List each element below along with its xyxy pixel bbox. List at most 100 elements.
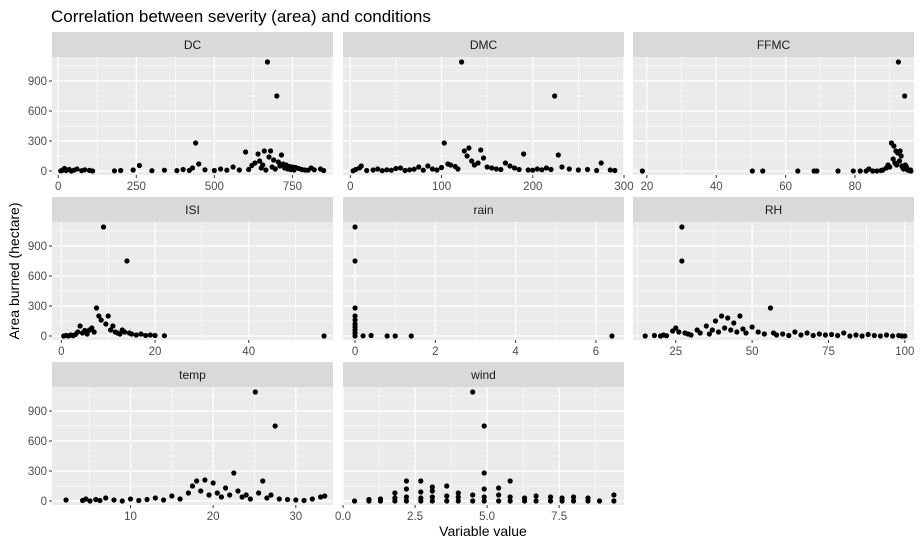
data-point	[767, 305, 774, 311]
x-tick-label: 7.5	[551, 511, 567, 523]
data-point	[352, 317, 358, 323]
data-point	[866, 166, 872, 172]
data-point	[828, 331, 835, 338]
x-tick-label: 20	[207, 511, 220, 523]
data-point	[459, 59, 465, 65]
data-point	[98, 317, 104, 323]
data-point	[384, 167, 390, 173]
data-point	[174, 168, 180, 174]
data-point	[388, 167, 394, 173]
x-axis-title: Variable value	[439, 523, 527, 539]
data-point	[136, 162, 143, 169]
strip-ffmc	[633, 32, 914, 57]
data-point	[392, 333, 398, 339]
y-axis-title: Area burned (hectare)	[6, 203, 22, 340]
data-point	[63, 497, 69, 503]
data-point	[93, 305, 100, 311]
data-point	[679, 258, 685, 264]
data-point	[749, 168, 755, 174]
data-point	[193, 140, 199, 146]
panel-ffmc: FFMC 20 40 60 80	[633, 32, 914, 193]
data-point	[429, 494, 435, 500]
data-point	[377, 496, 384, 502]
data-point	[594, 167, 600, 174]
data-point	[902, 93, 908, 99]
chart-title: Correlation between severity (area) and …	[51, 7, 431, 26]
data-point	[575, 167, 581, 173]
data-point	[418, 495, 424, 501]
data-point	[408, 333, 414, 339]
data-point	[397, 165, 404, 171]
data-point	[874, 168, 880, 174]
data-point	[403, 486, 410, 492]
data-point	[260, 478, 266, 484]
x-tick-label: 2	[432, 346, 438, 358]
data-point	[466, 145, 472, 151]
data-point	[470, 389, 476, 395]
data-point	[470, 492, 476, 498]
x-tick-label: 0	[347, 181, 353, 193]
data-point	[444, 483, 450, 489]
data-point	[96, 313, 102, 319]
data-point	[429, 166, 436, 172]
data-point	[384, 333, 390, 339]
strip-label-dc: DC	[184, 38, 202, 52]
x-tick-label: 0	[55, 181, 61, 193]
data-point	[351, 498, 358, 504]
data-point	[596, 498, 603, 504]
data-point	[725, 315, 731, 321]
data-point	[293, 497, 299, 503]
data-point	[110, 323, 116, 329]
data-point	[366, 496, 372, 503]
data-point	[883, 332, 890, 338]
data-point	[585, 495, 591, 501]
data-point	[521, 151, 527, 157]
data-point	[533, 493, 539, 499]
y-tick-label: 300	[28, 136, 47, 148]
data-point	[559, 495, 565, 501]
data-point	[252, 160, 258, 166]
data-point	[214, 490, 220, 496]
data-point	[274, 93, 280, 99]
x-tick-label: 40	[242, 346, 255, 358]
data-point	[379, 168, 385, 174]
data-point	[89, 168, 96, 174]
y-tick-label: 600	[28, 436, 47, 448]
data-point	[272, 166, 278, 172]
data-point	[278, 152, 285, 158]
data-point	[218, 166, 224, 172]
data-point	[189, 165, 196, 171]
data-point	[111, 497, 117, 503]
data-point	[642, 333, 648, 339]
panel-background-isi	[52, 222, 333, 340]
data-point	[169, 493, 175, 499]
data-point	[429, 484, 435, 490]
data-point	[252, 389, 258, 395]
data-point	[266, 154, 272, 160]
data-point	[236, 167, 242, 173]
x-tick-label: 750	[283, 181, 302, 193]
data-point	[429, 488, 435, 494]
data-point	[211, 167, 217, 174]
data-point	[533, 498, 539, 504]
data-point	[185, 490, 191, 496]
x-tick-label: 4	[512, 346, 519, 358]
data-point	[130, 167, 136, 173]
panel-background-dc	[52, 57, 333, 175]
data-point	[761, 331, 767, 337]
data-point	[552, 93, 558, 99]
data-point	[481, 486, 487, 492]
strip-rh	[633, 197, 914, 222]
data-point	[246, 166, 252, 173]
data-point	[743, 330, 749, 336]
x-tick-label: 80	[849, 181, 862, 193]
data-point	[210, 480, 216, 486]
data-point	[841, 330, 847, 336]
data-point	[612, 167, 618, 174]
x-tick-label: 0	[352, 346, 358, 358]
data-point	[895, 59, 901, 65]
data-point	[198, 488, 204, 494]
data-point	[859, 333, 865, 339]
data-point	[493, 166, 499, 172]
